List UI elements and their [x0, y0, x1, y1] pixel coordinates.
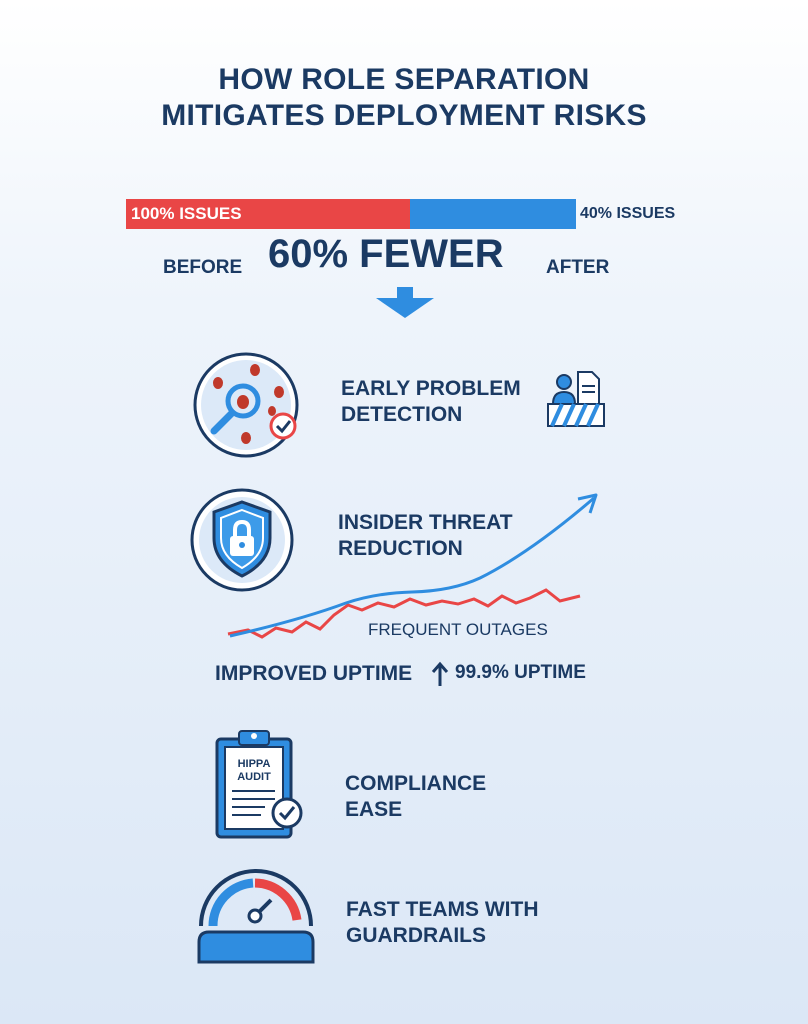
audit-icon-line-1: HIPPA — [238, 758, 271, 770]
bug-magnifier-icon — [193, 352, 299, 458]
feature-early-detection-line-2: DETECTION — [341, 403, 463, 426]
feature-early-detection-line-1: EARLY PROBLEM — [341, 377, 521, 400]
before-issues-label: 100% ISSUES — [131, 204, 242, 223]
before-label: BEFORE — [163, 257, 243, 278]
after-label: AFTER — [546, 257, 610, 278]
improved-uptime-label: IMPROVED UPTIME — [215, 662, 413, 685]
shield-lock-icon — [190, 488, 294, 592]
clipboard-audit-icon: HIPPA AUDIT — [215, 730, 303, 839]
trend-arrowhead-icon — [577, 493, 598, 514]
person-document-icon — [547, 371, 605, 427]
uptime-value-label: 99.9% UPTIME — [455, 662, 586, 683]
feature-fast-teams-line-2: GUARDRAILS — [346, 924, 486, 947]
improved-uptime-line — [229, 496, 595, 638]
feature-compliance-line-1: COMPLIANCE — [345, 772, 487, 795]
page-title-line-2: MITIGATES DEPLOYMENT RISKS — [161, 99, 647, 132]
feature-insider-threat-line-2: REDUCTION — [338, 537, 463, 560]
speedometer-icon — [197, 869, 315, 964]
before-issues-bar — [126, 199, 410, 229]
headline-reduction: 60% FEWER — [268, 232, 504, 276]
feature-fast-teams-line-1: FAST TEAMS WITH — [346, 898, 539, 921]
frequent-outages-label: FREQUENT OUTAGES — [368, 620, 548, 639]
after-issues-bar — [410, 199, 576, 229]
page-title-line-1: HOW ROLE SEPARATION — [218, 63, 590, 96]
after-issues-label: 40% ISSUES — [580, 205, 676, 222]
feature-compliance-line-2: EASE — [345, 798, 403, 821]
feature-insider-threat-line-1: INSIDER THREAT — [338, 511, 513, 534]
down-arrow-icon — [376, 287, 434, 318]
audit-icon-line-2: AUDIT — [237, 771, 271, 783]
up-arrow-icon — [431, 661, 449, 686]
frequent-outages-line — [227, 588, 581, 639]
